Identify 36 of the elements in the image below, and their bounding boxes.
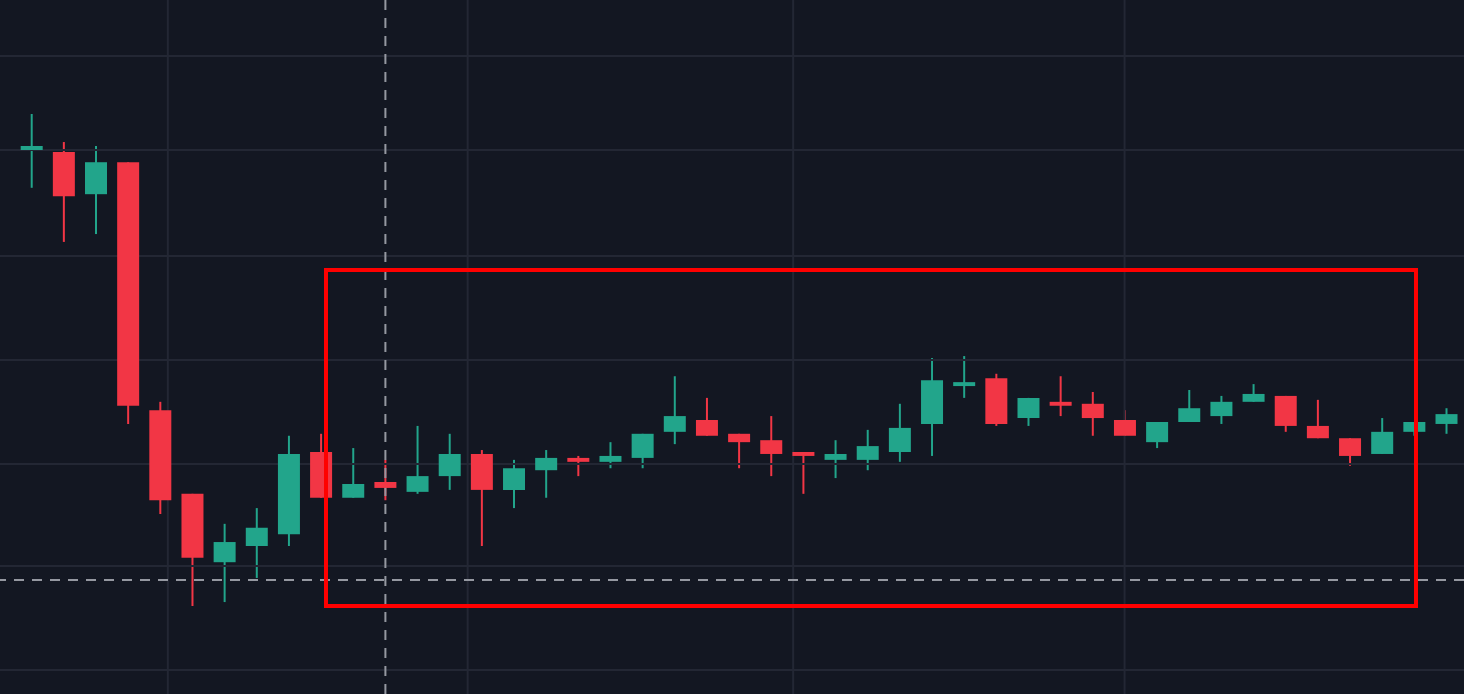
candlestick <box>760 415 783 478</box>
candlestick <box>1371 417 1394 455</box>
candlestick <box>953 355 976 399</box>
candlestick <box>824 439 847 480</box>
candlestick <box>1435 407 1458 435</box>
candlestick <box>888 402 911 463</box>
candlestick <box>213 522 236 604</box>
candlestick <box>85 144 108 236</box>
candlestick <box>985 372 1008 427</box>
candlestick <box>728 432 751 470</box>
candlestick <box>503 458 526 510</box>
candlestick <box>342 447 365 499</box>
candlestick <box>406 424 429 495</box>
candlestick <box>599 441 622 470</box>
candlestick <box>1210 394 1233 425</box>
candlestick <box>631 432 654 470</box>
candlestick <box>20 113 43 189</box>
candlestick <box>695 396 718 437</box>
candlestick <box>1306 398 1329 440</box>
candlestick <box>535 449 558 499</box>
candlestick <box>663 375 686 446</box>
candlestick <box>1274 394 1297 433</box>
candlestick <box>1081 390 1104 437</box>
candlestick <box>1049 375 1072 418</box>
candlestick <box>470 449 493 547</box>
candlestick <box>1017 396 1040 427</box>
candlestick <box>921 357 944 457</box>
candlestick <box>52 141 75 243</box>
candlestick <box>792 451 815 495</box>
candlestick <box>438 432 461 491</box>
candlestick <box>567 454 590 478</box>
candlestick <box>245 507 268 579</box>
candlestick <box>856 428 879 472</box>
candlestick <box>1146 420 1169 450</box>
candlestick <box>1339 437 1362 467</box>
candlestick <box>1178 389 1201 423</box>
